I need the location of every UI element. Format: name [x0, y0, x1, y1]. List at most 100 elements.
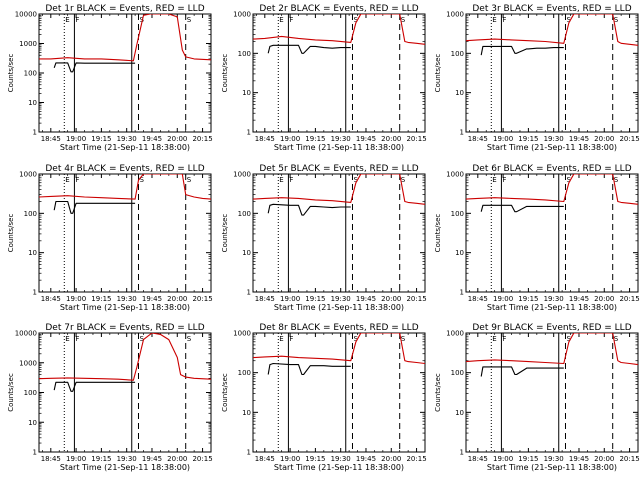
plot-frame [252, 13, 426, 133]
y-tick-label: 10000 [15, 330, 37, 338]
marker-s: S [139, 176, 144, 184]
y-tick-label: 1000 [233, 330, 251, 338]
y-tick-label: 1 [460, 289, 464, 297]
x-axis-label: Start Time (21-Sep-11 18:38:00) [274, 143, 404, 152]
y-tick-label: 10 [455, 89, 464, 97]
y-tick-label: 10 [455, 249, 464, 257]
y-tick-label: 100 [238, 210, 251, 218]
x-tick-label: 19:30 [544, 455, 564, 463]
y-tick-label: 10 [28, 249, 37, 257]
y-tick-label: 1 [33, 449, 37, 457]
x-tick-label: 19:15 [305, 135, 325, 143]
x-tick-label: 20:00 [381, 295, 401, 303]
x-tick-label: 20:15 [619, 295, 639, 303]
x-tick-label: 20:00 [167, 135, 187, 143]
y-axis-label: Counts/sec [221, 54, 229, 93]
x-axis-label: Start Time (21-Sep-11 18:38:00) [274, 463, 404, 472]
plot-frame [38, 173, 212, 293]
x-tick-label: 19:15 [518, 295, 538, 303]
x-tick-label: 19:45 [569, 295, 589, 303]
marker-e: E [65, 335, 69, 343]
y-tick-label: 1000 [233, 11, 251, 19]
x-tick-label: 18:45 [468, 455, 488, 463]
x-tick-label: 20:00 [167, 295, 187, 303]
events-series-line [480, 45, 564, 56]
y-axis-label: Counts/sec [7, 54, 15, 93]
x-axis-label: Start Time (21-Sep-11 18:38:00) [274, 303, 404, 312]
x-tick-label: 19:00 [66, 455, 86, 463]
y-tick-label: 100 [238, 369, 251, 377]
x-tick-label: 19:30 [117, 295, 137, 303]
panel-title: Det 8r BLACK = Events, RED = LLD [259, 323, 418, 333]
y-tick-label: 1000 [446, 330, 464, 338]
y-axis-label: Counts/sec [7, 214, 15, 253]
lld-series-line [253, 333, 425, 365]
x-tick-label: 19:00 [280, 295, 300, 303]
x-tick-label: 19:00 [493, 455, 513, 463]
plot-frame [252, 173, 426, 293]
x-tick-label: 19:15 [305, 455, 325, 463]
marker-f: F [289, 16, 293, 24]
marker-f: F [75, 176, 79, 184]
x-tick-label: 19:30 [331, 295, 351, 303]
events-series-line [53, 200, 136, 214]
y-tick-label: 100 [238, 50, 251, 58]
events-series-line [267, 203, 351, 216]
marker-f: F [502, 335, 506, 343]
x-axis-label: Start Time (21-Sep-11 18:38:00) [487, 463, 617, 472]
y-tick-label: 100 [24, 389, 37, 397]
x-tick-label: 20:00 [594, 295, 614, 303]
x-tick-label: 19:45 [356, 295, 376, 303]
marker-s: S [353, 335, 358, 343]
x-tick-label: 20:15 [406, 455, 426, 463]
x-tick-label: 19:00 [280, 135, 300, 143]
y-tick-label: 10 [242, 249, 251, 257]
plot-frame [465, 13, 639, 133]
x-axis-label: Start Time (21-Sep-11 18:38:00) [60, 303, 190, 312]
x-tick-label: 19:45 [356, 455, 376, 463]
events-series-line [53, 381, 136, 392]
lld-series-line [39, 333, 211, 381]
y-axis-label: Counts/sec [434, 54, 442, 93]
marker-s: S [401, 176, 406, 184]
x-tick-label: 18:45 [255, 455, 275, 463]
marker-s: S [566, 16, 571, 24]
x-tick-label: 19:15 [518, 135, 538, 143]
x-tick-label: 19:30 [331, 455, 351, 463]
y-tick-label: 10 [242, 89, 251, 97]
y-tick-label: 1000 [446, 11, 464, 19]
x-tick-label: 18:45 [255, 295, 275, 303]
y-axis-label: Counts/sec [221, 214, 229, 253]
marker-s: S [566, 335, 571, 343]
y-axis-label: Counts/sec [434, 373, 442, 412]
x-tick-label: 18:45 [41, 295, 61, 303]
y-tick-label: 1 [247, 129, 251, 137]
x-tick-label: 19:45 [356, 135, 376, 143]
x-axis-label: Start Time (21-Sep-11 18:38:00) [487, 143, 617, 152]
y-tick-label: 1000 [446, 171, 464, 179]
marker-e: E [492, 176, 496, 184]
x-tick-label: 20:00 [381, 455, 401, 463]
y-tick-label: 1000 [19, 359, 37, 367]
x-tick-label: 20:00 [381, 135, 401, 143]
panel-title: Det 2r BLACK = Events, RED = LLD [259, 4, 418, 14]
y-axis-label: Counts/sec [221, 373, 229, 412]
x-tick-label: 20:15 [406, 135, 426, 143]
y-tick-label: 1 [460, 449, 464, 457]
marker-e: E [65, 16, 69, 24]
x-tick-label: 18:45 [468, 135, 488, 143]
panel-title: Det 7r BLACK = Events, RED = LLD [45, 323, 204, 333]
y-tick-label: 1 [247, 289, 251, 297]
x-tick-label: 19:00 [280, 455, 300, 463]
marker-s: S [187, 16, 192, 24]
lld-series-line [466, 333, 638, 366]
x-tick-label: 19:00 [66, 135, 86, 143]
x-tick-label: 19:45 [142, 295, 162, 303]
lld-series-line [466, 14, 638, 46]
x-tick-label: 19:45 [142, 455, 162, 463]
plot-frame [465, 332, 639, 453]
